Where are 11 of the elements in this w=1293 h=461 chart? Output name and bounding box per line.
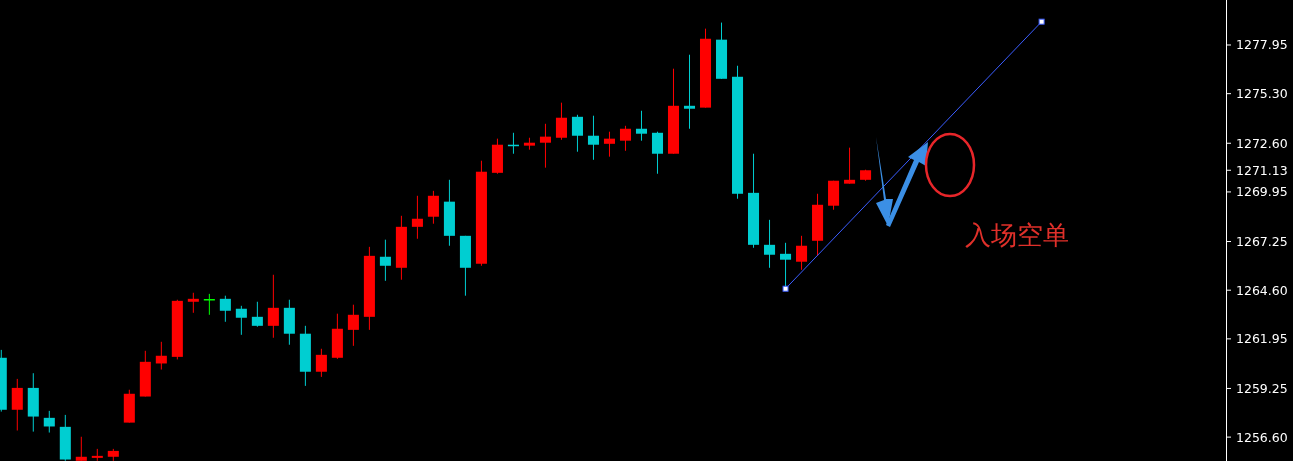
y-tick-label: 1272.60: [1236, 135, 1288, 151]
y-tick-label: 1271.13: [1236, 162, 1288, 178]
y-tick-label: 1264.60: [1236, 282, 1288, 298]
y-tick-label: 1261.95: [1236, 331, 1288, 347]
y-tick-label: 1256.60: [1236, 429, 1288, 445]
annotation: 入场空单: [965, 220, 1069, 250]
y-tick-label: 1269.95: [1236, 184, 1288, 200]
y-tick-label: 1267.25: [1236, 234, 1288, 250]
y-tick-label: 1275.30: [1236, 86, 1288, 102]
y-tick-label: 1259.25: [1236, 380, 1288, 396]
y-tick-label: 1277.95: [1236, 37, 1288, 53]
